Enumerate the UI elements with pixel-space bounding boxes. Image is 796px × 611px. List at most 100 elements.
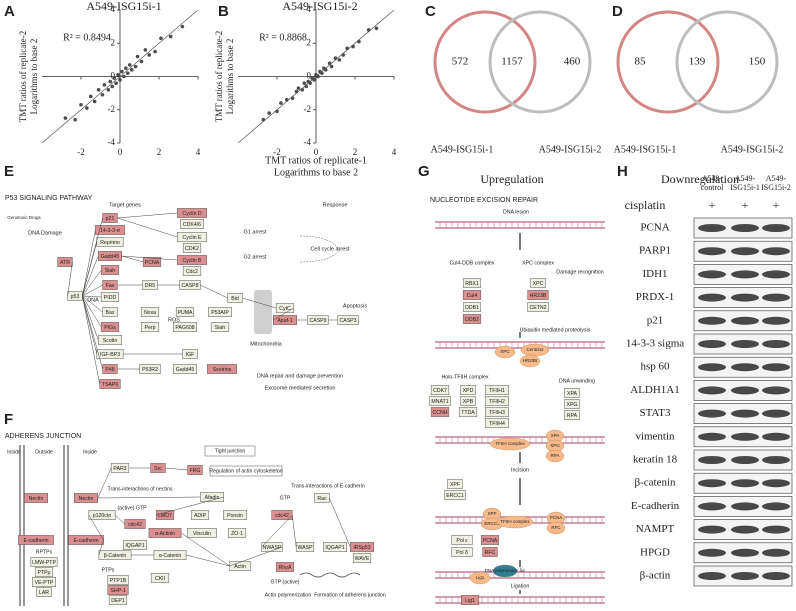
- gene-box: [32, 577, 56, 587]
- point: [114, 81, 118, 85]
- gene-label: 14-3-3-σ: [100, 228, 121, 234]
- gene-box: [462, 302, 482, 312]
- edge: [200, 284, 228, 299]
- pathway-text: DNA Damage: [28, 230, 62, 236]
- protein-name: HPGD: [640, 546, 670, 558]
- point: [118, 78, 122, 82]
- point: [267, 111, 272, 115]
- gene-label: α-Actinin: [155, 531, 175, 537]
- gene-label: PIGs: [104, 325, 116, 331]
- point: [106, 88, 111, 92]
- point: [275, 109, 279, 114]
- blot-band: [731, 386, 759, 395]
- pathway-text: G1 arrest: [244, 229, 267, 235]
- x-axis-label: TMT ratios of replicate-1: [265, 155, 367, 166]
- gene-label: PUMA: [178, 310, 194, 316]
- gene-label: ADIP: [194, 513, 207, 519]
- gene-label: Rac: [317, 496, 327, 502]
- gene-box: [18, 535, 54, 545]
- gene-box: [275, 562, 295, 572]
- y-tick-label: -2: [108, 104, 116, 114]
- blot-band: [762, 316, 790, 325]
- gene-box: [24, 493, 48, 503]
- blot-band: [762, 479, 790, 488]
- protein-name: PARP1: [639, 245, 671, 257]
- blot-band: [698, 224, 726, 232]
- panel-letter: F: [4, 411, 13, 428]
- pathway-text: Inside: [83, 449, 97, 455]
- gene-label: WAVE: [355, 556, 370, 562]
- gene-label: XPA: [567, 391, 578, 397]
- protein-name: p21: [647, 314, 664, 326]
- venn-circle: [616, 10, 720, 114]
- point: [327, 61, 332, 65]
- gene-box: [527, 290, 549, 300]
- gene-box: [223, 510, 247, 520]
- gene-label: β-Catenin: [104, 553, 127, 559]
- venn-label: A549-ISG15i-2: [539, 144, 602, 155]
- regulation-box: [209, 465, 283, 477]
- gene-label: p53: [71, 294, 80, 300]
- protein-label: DNA polymerase δ/ε: [485, 568, 526, 573]
- point: [92, 99, 97, 104]
- gene-label: RPA: [567, 413, 578, 419]
- panel-title: P53 SIGNALING PATHWAY: [5, 195, 93, 202]
- gene-box: [227, 528, 247, 538]
- gene-label: CETN2: [529, 305, 546, 311]
- gene-label: P53R2: [142, 367, 158, 373]
- blot-band: [731, 340, 759, 348]
- point: [294, 89, 299, 94]
- gene-label: Cyclin E: [182, 235, 202, 241]
- panel-title: NUCLEOTIDE EXCISION REPAIR: [430, 197, 538, 204]
- gene-box: [140, 322, 160, 332]
- edge: [186, 554, 230, 567]
- panel-letter: C: [425, 3, 436, 20]
- edge: [98, 539, 104, 556]
- protein-label: TFIIH complex: [500, 519, 530, 524]
- point: [126, 71, 130, 75]
- point: [85, 106, 89, 110]
- protein-name: IDH1: [642, 268, 667, 280]
- gene-box: [150, 573, 170, 583]
- edge: [82, 255, 99, 297]
- point: [312, 78, 316, 82]
- protein-blob: [546, 521, 566, 535]
- gene-box: [108, 595, 128, 605]
- point: [304, 84, 309, 89]
- blot-band: [698, 270, 726, 279]
- protein-label: XPF: [488, 511, 497, 516]
- venn-label: A549-ISG15i-2: [721, 144, 784, 155]
- gene-label: Fas: [106, 283, 115, 289]
- gene-label: DDB2: [465, 317, 479, 323]
- pathway-text: Ubiquitin mediated proteolysis: [520, 327, 591, 333]
- pathway-text: GTP (active): [270, 579, 299, 585]
- y-tick-label: 0: [111, 71, 116, 81]
- gene-label: Siah: [215, 325, 225, 331]
- edge: [180, 532, 230, 567]
- blot-band: [698, 572, 726, 580]
- gene-label: LAR: [39, 590, 49, 596]
- gene-box: [460, 595, 480, 605]
- point: [374, 26, 379, 31]
- point: [302, 81, 307, 85]
- pathway-text: RPTPs: [36, 549, 53, 555]
- bracket: [299, 249, 341, 263]
- gene-label: Pol δ: [456, 550, 468, 556]
- blot-band: [698, 479, 726, 488]
- gene-label: Gadd45: [176, 367, 195, 373]
- venn-count: 460: [564, 56, 581, 68]
- protein-label: PCNA: [550, 515, 563, 520]
- treatment-mark: +: [773, 198, 780, 212]
- pathway-text: Holo-TFIIH complex: [441, 374, 488, 380]
- panel-letter: D: [612, 3, 623, 20]
- gene-label: Nectin: [29, 496, 44, 502]
- pathway-text: Outside: [35, 449, 53, 455]
- pathways: P53 SIGNALING PATHWAY p21 14-3-3-σ Reprimo G…: [5, 195, 605, 606]
- venn-count: 572: [452, 56, 469, 68]
- gene-label: XPB: [463, 399, 474, 405]
- protein-label: Centrin2: [526, 347, 544, 352]
- edge: [88, 514, 104, 541]
- gene-label: Vinculin: [193, 531, 211, 537]
